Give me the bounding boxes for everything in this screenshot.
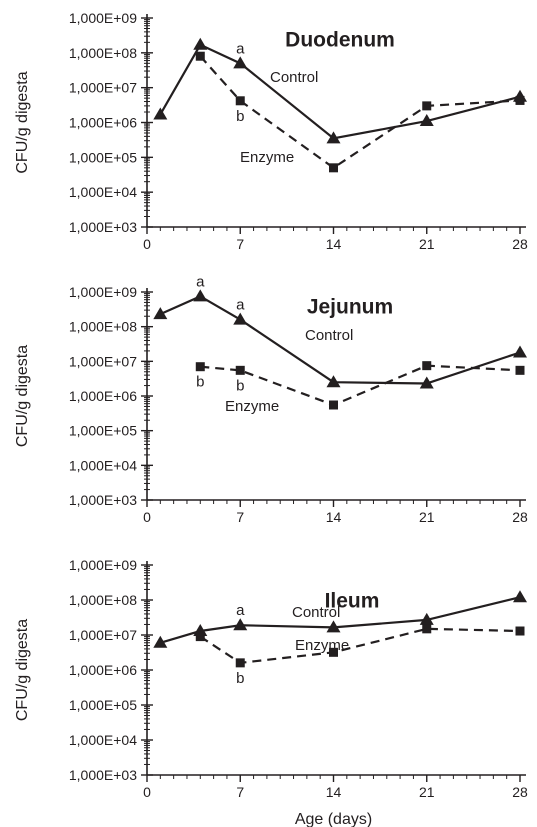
enzyme-point [422, 361, 432, 371]
x-tick-label: 14 [326, 236, 342, 252]
enzyme-point [195, 362, 205, 372]
control-point [153, 307, 168, 320]
enzyme-point [235, 96, 245, 106]
x-tick-label: 21 [419, 509, 435, 525]
series-label-enzyme: Enzyme [240, 149, 294, 166]
x-tick-label: 21 [419, 784, 435, 800]
y-axis-label: CFU/g digesta [14, 71, 31, 173]
series-line-control [159, 295, 521, 385]
control-point [419, 376, 434, 389]
y-tick-label: 1,000E+05 [69, 423, 137, 439]
y-tick-label: 1,000E+09 [69, 284, 137, 300]
x-tick-label: 7 [236, 784, 244, 800]
enzyme-point [329, 163, 338, 173]
x-tick-label: 7 [236, 509, 244, 525]
x-tick-label: 0 [143, 236, 151, 252]
y-tick-label: 1,000E+08 [69, 319, 137, 335]
y-tick-label: 1,000E+09 [69, 557, 137, 573]
enzyme-point [422, 624, 432, 634]
control-point [233, 618, 248, 631]
series-label-control: Control [305, 327, 353, 344]
control-point [326, 131, 341, 144]
y-tick-label: 1,000E+06 [69, 388, 137, 404]
series-line-enzyme [199, 627, 521, 664]
y-tick-label: 1,000E+07 [69, 80, 137, 96]
y-tick-label: 1,000E+06 [69, 115, 137, 131]
y-tick-label: 1,000E+06 [69, 662, 137, 678]
control-point [326, 375, 341, 388]
control-point [513, 345, 527, 358]
control-point [326, 620, 341, 633]
enzyme-point [515, 95, 525, 105]
y-tick-label: 1,000E+07 [69, 353, 137, 369]
enzyme-point [235, 365, 245, 375]
series-label-enzyme: Enzyme [225, 398, 279, 415]
significance-label: a [236, 297, 245, 314]
x-tick-label: 7 [236, 236, 244, 252]
control-point [419, 114, 434, 127]
x-tick-label: 0 [143, 784, 151, 800]
significance-label: b [236, 377, 244, 394]
control-point [153, 107, 168, 120]
significance-label: b [236, 670, 244, 687]
y-tick-label: 1,000E+05 [69, 697, 137, 713]
x-tick-label: 14 [326, 509, 342, 525]
enzyme-point [195, 51, 205, 61]
series-label-enzyme: Enzyme [295, 637, 349, 654]
significance-label: a [236, 40, 245, 57]
y-tick-label: 1,000E+09 [69, 10, 137, 26]
enzyme-point [515, 626, 525, 636]
y-tick-label: 1,000E+07 [69, 627, 137, 643]
x-tick-label: 28 [512, 236, 528, 252]
x-axis-label: Age (days) [295, 811, 372, 827]
x-tick-label: 14 [326, 784, 342, 800]
series-label-control: Control [292, 604, 340, 621]
enzyme-point [329, 647, 338, 657]
series-line-control [160, 596, 521, 644]
control-point [193, 289, 208, 302]
x-tick-label: 28 [512, 784, 528, 800]
significance-label: a [196, 273, 205, 290]
significance-label: b [236, 108, 244, 125]
enzyme-point [195, 632, 205, 642]
control-point [233, 312, 248, 325]
control-point [233, 56, 248, 69]
x-tick-label: 0 [143, 509, 151, 525]
series-label-control: Control [270, 69, 318, 86]
series-line-enzyme [199, 55, 521, 170]
x-tick-label: 28 [512, 509, 528, 525]
panel-title: Jejunum [307, 295, 393, 318]
y-tick-label: 1,000E+08 [69, 45, 137, 61]
y-tick-label: 1,000E+05 [69, 149, 137, 165]
enzyme-point [515, 365, 525, 375]
y-axis-label: CFU/g digesta [14, 345, 31, 447]
x-tick-label: 21 [419, 236, 435, 252]
control-point [419, 612, 434, 625]
control-point [193, 37, 208, 50]
enzyme-point [235, 658, 245, 668]
significance-label: a [236, 602, 245, 619]
y-axis-label: CFU/g digesta [14, 619, 31, 721]
series-line-control [159, 43, 521, 140]
significance-label: b [196, 374, 204, 391]
y-tick-label: 1,000E+08 [69, 592, 137, 608]
enzyme-point [422, 101, 432, 111]
y-tick-label: 1,000E+03 [69, 767, 137, 783]
enzyme-point [329, 400, 338, 410]
y-tick-label: 1,000E+04 [69, 732, 137, 748]
y-tick-label: 1,000E+03 [69, 492, 137, 508]
y-tick-label: 1,000E+04 [69, 184, 137, 200]
y-tick-label: 1,000E+04 [69, 457, 137, 473]
panel-title: Duodenum [285, 28, 395, 51]
control-point [513, 590, 527, 603]
y-tick-label: 1,000E+03 [69, 219, 137, 235]
control-point [153, 635, 168, 648]
panel-title: Ileum [325, 589, 380, 612]
